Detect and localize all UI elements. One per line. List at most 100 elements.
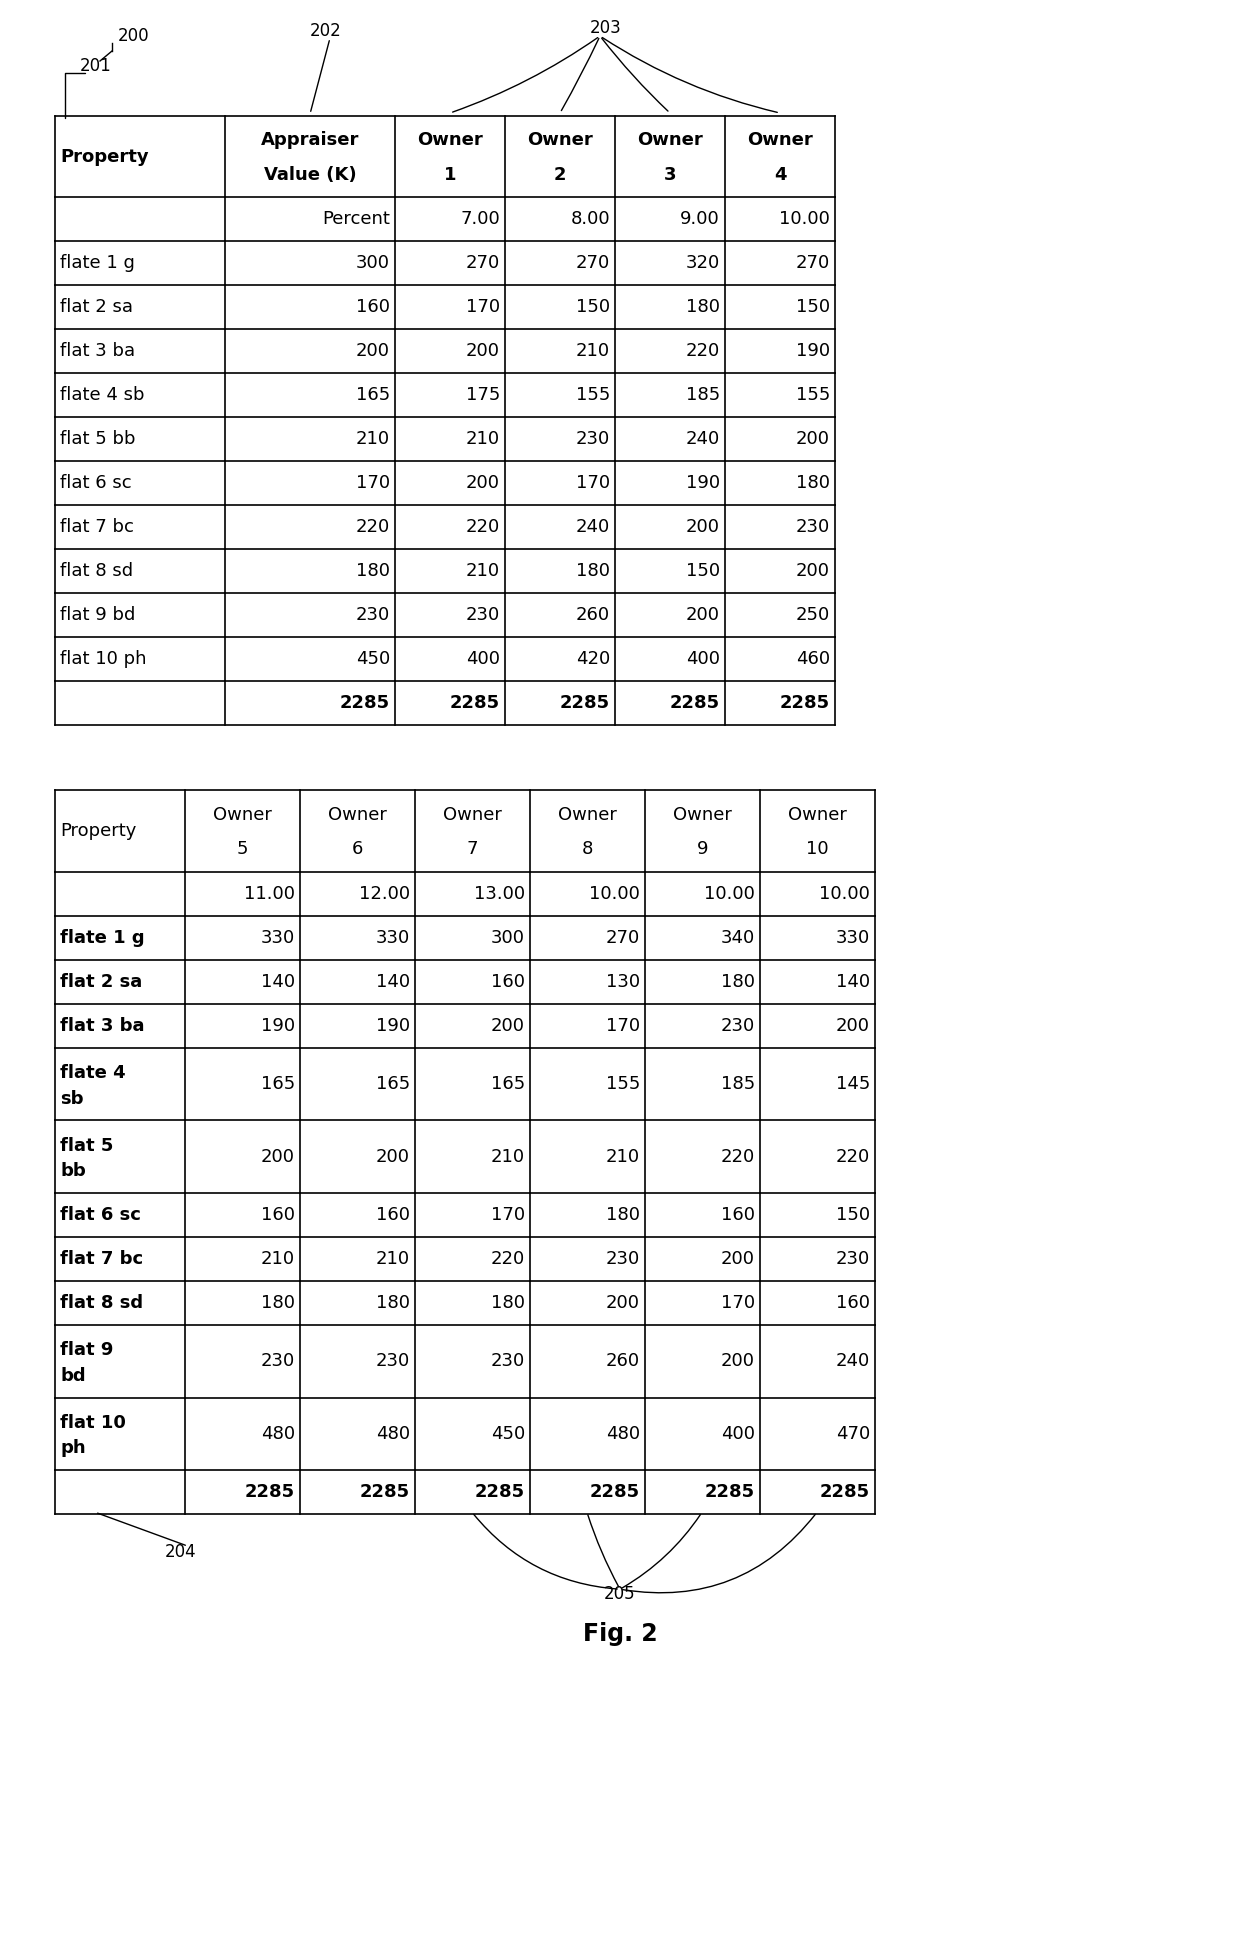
Text: 180: 180 <box>376 1293 410 1313</box>
Text: 2285: 2285 <box>560 695 610 712</box>
Text: 200: 200 <box>118 27 150 45</box>
Text: 165: 165 <box>260 1074 295 1094</box>
Text: 190: 190 <box>796 343 830 360</box>
Text: 202: 202 <box>310 21 342 41</box>
Text: 200: 200 <box>720 1251 755 1268</box>
Text: 170: 170 <box>575 474 610 492</box>
Text: Owner: Owner <box>443 805 502 825</box>
Text: 2285: 2285 <box>450 695 500 712</box>
Text: 170: 170 <box>720 1293 755 1313</box>
Text: flat 8 sd: flat 8 sd <box>60 1293 143 1313</box>
Text: 190: 190 <box>376 1016 410 1036</box>
Text: flat 10 ph: flat 10 ph <box>60 650 146 668</box>
Text: 200: 200 <box>720 1353 755 1371</box>
Text: flat 7 bc: flat 7 bc <box>60 519 134 536</box>
Text: 170: 170 <box>466 298 500 316</box>
Text: 203: 203 <box>590 19 621 37</box>
Text: 460: 460 <box>796 650 830 668</box>
Text: 2285: 2285 <box>340 695 391 712</box>
Text: 165: 165 <box>356 387 391 405</box>
Text: 230: 230 <box>356 606 391 625</box>
Text: 230: 230 <box>376 1353 410 1371</box>
Text: 270: 270 <box>466 254 500 273</box>
Text: flate 4: flate 4 <box>60 1065 125 1082</box>
Text: 260: 260 <box>575 606 610 625</box>
Text: 480: 480 <box>260 1425 295 1442</box>
Text: 220: 220 <box>720 1148 755 1165</box>
Text: 260: 260 <box>606 1353 640 1371</box>
Text: 150: 150 <box>796 298 830 316</box>
Text: 230: 230 <box>466 606 500 625</box>
Text: 200: 200 <box>686 519 720 536</box>
Text: 210: 210 <box>356 430 391 449</box>
Text: 170: 170 <box>356 474 391 492</box>
Text: 5: 5 <box>237 840 248 858</box>
Text: 200: 200 <box>491 1016 525 1036</box>
Text: 180: 180 <box>606 1206 640 1224</box>
Text: 200: 200 <box>356 343 391 360</box>
Text: Owner: Owner <box>527 132 593 149</box>
Text: 150: 150 <box>575 298 610 316</box>
Text: 220: 220 <box>491 1251 525 1268</box>
Text: 150: 150 <box>686 561 720 581</box>
Text: 2285: 2285 <box>360 1483 410 1500</box>
Text: 480: 480 <box>606 1425 640 1442</box>
Text: Appraiser: Appraiser <box>260 132 360 149</box>
Text: 230: 230 <box>606 1251 640 1268</box>
Text: 170: 170 <box>606 1016 640 1036</box>
Text: 220: 220 <box>686 343 720 360</box>
Text: 330: 330 <box>836 929 870 947</box>
Text: 210: 210 <box>466 561 500 581</box>
Text: 180: 180 <box>796 474 830 492</box>
Text: 470: 470 <box>836 1425 870 1442</box>
Text: flate 4 sb: flate 4 sb <box>60 387 145 405</box>
Text: 400: 400 <box>686 650 720 668</box>
Text: 230: 230 <box>491 1353 525 1371</box>
Text: 185: 185 <box>720 1074 755 1094</box>
Text: 210: 210 <box>260 1251 295 1268</box>
Text: Owner: Owner <box>417 132 482 149</box>
Text: flat 7 bc: flat 7 bc <box>60 1251 143 1268</box>
Text: 270: 270 <box>606 929 640 947</box>
Text: 330: 330 <box>376 929 410 947</box>
Text: flate 1 g: flate 1 g <box>60 254 135 273</box>
Text: 10.00: 10.00 <box>589 885 640 902</box>
Text: 450: 450 <box>356 650 391 668</box>
Text: 9: 9 <box>697 840 708 858</box>
Text: Owner: Owner <box>558 805 618 825</box>
Text: Owner: Owner <box>637 132 703 149</box>
Text: 240: 240 <box>575 519 610 536</box>
Text: 140: 140 <box>260 972 295 991</box>
Text: 400: 400 <box>466 650 500 668</box>
Text: 201: 201 <box>81 56 112 76</box>
Text: 200: 200 <box>796 561 830 581</box>
Text: 140: 140 <box>836 972 870 991</box>
Text: 230: 230 <box>575 430 610 449</box>
Text: 190: 190 <box>686 474 720 492</box>
Text: 165: 165 <box>491 1074 525 1094</box>
Text: 204: 204 <box>165 1543 197 1560</box>
Text: 7.00: 7.00 <box>460 211 500 228</box>
Text: 160: 160 <box>836 1293 870 1313</box>
Text: Owner: Owner <box>748 132 813 149</box>
Text: 200: 200 <box>796 430 830 449</box>
Text: 155: 155 <box>605 1074 640 1094</box>
Text: 210: 210 <box>606 1148 640 1165</box>
Text: 220: 220 <box>836 1148 870 1165</box>
Text: 140: 140 <box>376 972 410 991</box>
Text: flat 8 sd: flat 8 sd <box>60 561 133 581</box>
Text: 250: 250 <box>796 606 830 625</box>
Text: Property: Property <box>60 823 136 840</box>
Text: 180: 180 <box>577 561 610 581</box>
Text: 210: 210 <box>376 1251 410 1268</box>
Text: 400: 400 <box>720 1425 755 1442</box>
Text: 13.00: 13.00 <box>474 885 525 902</box>
Text: 4: 4 <box>774 166 786 184</box>
Text: flat 6 sc: flat 6 sc <box>60 1206 141 1224</box>
Text: 220: 220 <box>466 519 500 536</box>
Text: ph: ph <box>60 1440 86 1458</box>
Text: 165: 165 <box>376 1074 410 1094</box>
Text: 180: 180 <box>491 1293 525 1313</box>
Text: 2285: 2285 <box>820 1483 870 1500</box>
Text: 320: 320 <box>686 254 720 273</box>
